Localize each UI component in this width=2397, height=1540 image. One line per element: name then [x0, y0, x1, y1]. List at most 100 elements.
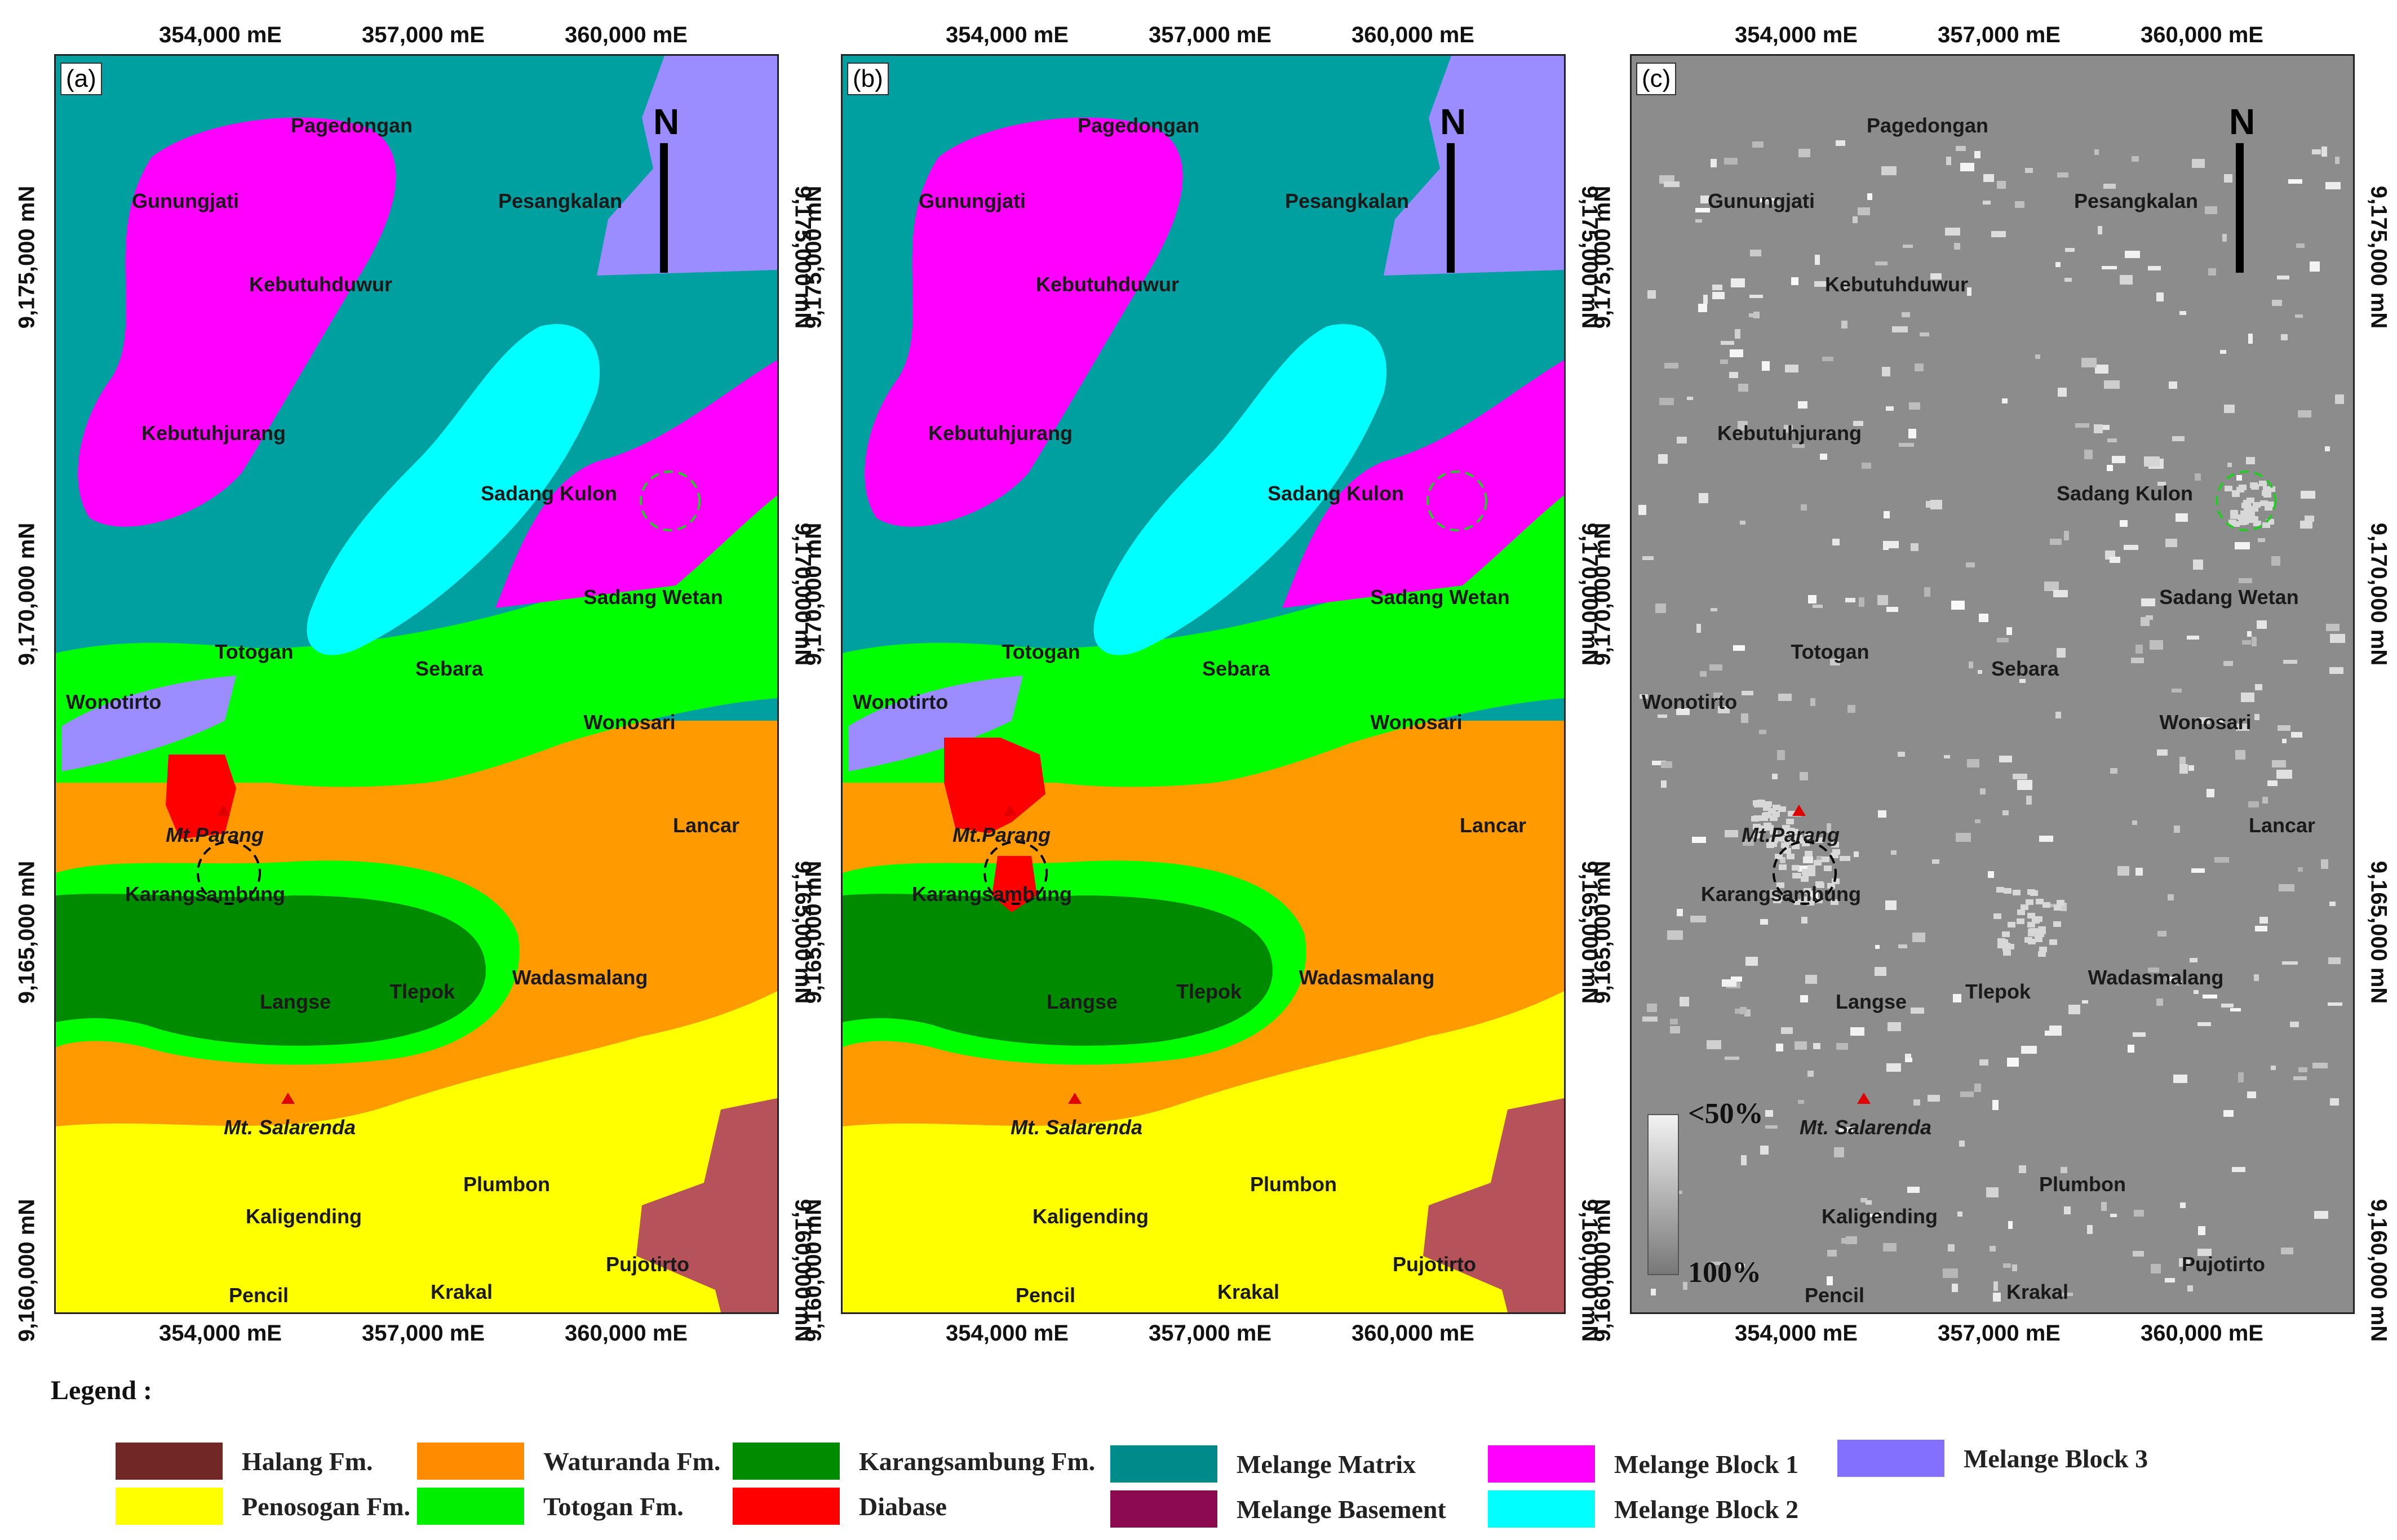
difference-pixel	[1785, 365, 1798, 372]
difference-pixel	[2017, 780, 2032, 790]
difference-pixel	[1899, 443, 1914, 447]
difference-pixel	[2281, 334, 2288, 340]
difference-pixel	[1791, 277, 1798, 285]
difference-pixel	[2248, 801, 2259, 807]
difference-pixel	[1651, 1289, 1656, 1295]
difference-pixel	[2230, 510, 2238, 516]
difference-pixel	[1854, 851, 1859, 857]
difference-pixel	[2272, 760, 2286, 767]
difference-pixel	[1807, 871, 1815, 876]
easting-label-top: 354,000 mE	[1735, 23, 1858, 47]
difference-pixel	[1983, 201, 1991, 205]
difference-pixel	[2265, 505, 2272, 511]
difference-pixel	[1700, 196, 1709, 203]
difference-pixel	[2021, 1046, 2037, 1054]
difference-pixel	[1739, 1264, 1745, 1268]
difference-pixel	[1776, 1044, 1783, 1051]
difference-pixel	[1638, 505, 1646, 515]
difference-pixel	[2277, 276, 2289, 279]
difference-pixel	[2195, 473, 2201, 481]
difference-pixel	[2187, 1285, 2193, 1292]
difference-pixel	[2267, 780, 2278, 786]
difference-pixel	[2131, 658, 2144, 663]
difference-pixel	[2021, 904, 2028, 910]
northing-label-right: 9,170,000 mN	[2366, 522, 2391, 666]
difference-pixel	[2205, 206, 2217, 214]
difference-pixel	[1687, 397, 1693, 400]
difference-pixel	[2295, 314, 2303, 318]
difference-pixel	[1909, 402, 1920, 410]
legend-swatch	[116, 1443, 223, 1480]
legend-label: Melange Basement	[1237, 1494, 1446, 1524]
difference-pixel	[1827, 883, 1835, 889]
difference-map-c	[1632, 56, 2353, 1312]
difference-pixel	[2050, 539, 2062, 545]
place-label-pesangkalan: Pesangkalan	[498, 189, 623, 212]
place-label-gunungjati: Gunungjati	[132, 189, 239, 212]
difference-pixel	[2110, 557, 2120, 563]
difference-pixel	[1735, 1009, 1743, 1014]
difference-pixel	[2247, 631, 2252, 637]
difference-pixel	[1743, 839, 1754, 846]
difference-pixel	[1831, 853, 1838, 858]
difference-pixel	[2120, 275, 2133, 285]
difference-pixel	[2133, 1032, 2146, 1037]
difference-pixel	[2036, 899, 2044, 904]
place-label-sadang-kulon: Sadang Kulon	[1268, 482, 1404, 505]
difference-pixel	[1740, 521, 1745, 525]
difference-pixel	[2102, 266, 2117, 269]
difference-pixel	[1960, 163, 1974, 171]
difference-pixel	[1832, 539, 1840, 545]
difference-pixel	[1647, 290, 1656, 299]
difference-pixel	[1765, 1110, 1773, 1117]
north-label: N	[2229, 101, 2256, 142]
difference-pixel	[1816, 882, 1824, 888]
difference-pixel	[1652, 761, 1666, 765]
difference-pixel	[1967, 759, 1979, 767]
difference-pixel	[1658, 714, 1667, 718]
difference-pixel	[2263, 492, 2271, 498]
north-arrow-icon	[2236, 143, 2244, 273]
difference-pixel	[2330, 634, 2345, 643]
difference-pixel	[2263, 486, 2271, 492]
difference-pixel	[2082, 1000, 2088, 1004]
peak-marker-mt-parang	[1792, 805, 1806, 816]
difference-pixel	[2198, 1226, 2205, 1235]
difference-pixel	[2053, 921, 2061, 927]
difference-pixel	[2259, 917, 2268, 924]
difference-pixel	[1722, 979, 1736, 987]
difference-pixel	[2188, 765, 2194, 771]
difference-pixel	[1661, 780, 1667, 788]
difference-pixel	[1785, 839, 1793, 845]
place-label-sebara: Sebara	[415, 657, 484, 680]
difference-pixel	[1836, 1043, 1848, 1050]
place-label-mt-parang: Mt.Parang	[165, 823, 264, 846]
difference-pixel	[1845, 598, 1855, 602]
easting-label-top: 357,000 mE	[1938, 23, 2061, 47]
difference-pixel	[1696, 624, 1701, 633]
easting-label-bottom: 357,000 mE	[362, 1321, 485, 1346]
difference-pixel	[1974, 151, 1980, 158]
map-frame-a: (a) Pagedongan Gunungjati Pesangkalan Kebut…	[54, 54, 779, 1314]
difference-pixel	[1780, 857, 1785, 863]
difference-pixel	[1997, 943, 2005, 948]
map-frame-b: (b) Pagedongan Gunungjati Pesangkalan Kebut…	[841, 54, 1566, 1314]
difference-pixel	[1932, 859, 1939, 864]
difference-pixel	[2172, 436, 2185, 441]
difference-pixel	[2110, 1214, 2117, 1217]
difference-pixel	[1760, 198, 1775, 202]
difference-pixel	[1960, 1091, 1974, 1097]
difference-pixel	[1810, 698, 1815, 706]
difference-pixel	[1787, 854, 1795, 859]
difference-pixel	[1892, 326, 1908, 332]
difference-pixel	[2173, 1075, 2187, 1083]
difference-pixel	[2228, 520, 2236, 525]
difference-pixel	[2325, 446, 2330, 451]
difference-pixel	[2024, 937, 2032, 943]
place-label-pencil: Pencil	[1804, 1284, 1865, 1307]
difference-pixel	[1801, 876, 1809, 882]
difference-pixel	[2259, 481, 2267, 486]
geology-map-b	[843, 56, 1564, 1312]
difference-pixel	[1831, 899, 1838, 905]
difference-pixel	[1758, 826, 1766, 831]
